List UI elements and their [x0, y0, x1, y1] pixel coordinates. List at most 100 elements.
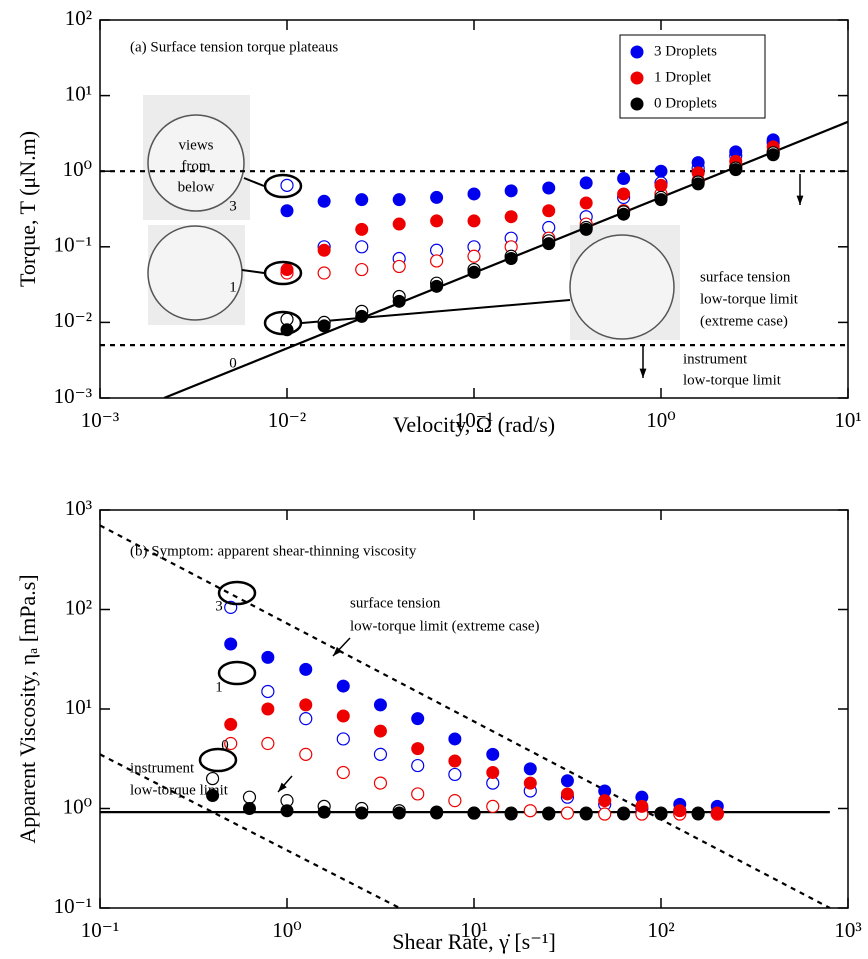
x-tick-label: 10⁻¹	[81, 918, 119, 942]
y-tick-label: 10¹	[65, 81, 92, 105]
open-point	[336, 732, 350, 746]
arrow-head	[278, 782, 287, 792]
point	[654, 807, 668, 821]
point	[224, 637, 238, 651]
annotation: (extreme case)	[700, 313, 788, 329]
point	[654, 164, 668, 178]
annotation: 0	[229, 355, 237, 371]
highlight-ellipse	[217, 660, 257, 686]
y-tick-label: 10⁻³	[54, 384, 92, 408]
point	[542, 181, 556, 195]
point	[392, 294, 406, 308]
point	[654, 178, 668, 192]
legend-label: 0 Droplets	[654, 95, 717, 111]
open-point	[299, 712, 313, 726]
point	[542, 237, 556, 251]
point	[448, 732, 462, 746]
highlight-ellipse	[263, 173, 303, 199]
inset-circle	[569, 234, 675, 340]
open-point	[467, 249, 481, 263]
open-point	[317, 266, 331, 280]
decorations	[143, 95, 680, 340]
point	[392, 217, 406, 231]
open-point	[242, 790, 257, 804]
annotation: surface tension	[700, 269, 791, 285]
pointer	[243, 177, 265, 187]
open-point	[373, 747, 388, 761]
point	[430, 214, 444, 228]
point	[504, 252, 518, 266]
point	[206, 789, 220, 803]
x-axis-label: Velocity, Ω (rad/s)	[393, 412, 555, 437]
point	[467, 265, 481, 279]
point	[392, 806, 406, 820]
point	[299, 662, 313, 676]
point	[691, 156, 705, 170]
open-point	[486, 799, 500, 813]
highlight-ellipse	[198, 747, 238, 773]
point	[729, 163, 743, 177]
inset-circle	[147, 114, 245, 212]
pointer	[241, 269, 265, 274]
point	[373, 724, 387, 738]
y-tick-label: 10⁰	[63, 157, 92, 181]
y-axis-label: Torque, T (μN.m)	[15, 131, 40, 287]
point	[504, 184, 518, 198]
y-tick-label: 10²	[65, 595, 92, 619]
point	[691, 177, 705, 191]
x-tick-label: 10³	[834, 918, 861, 942]
annotation: 1	[215, 679, 223, 695]
x-tick-label: 10¹	[834, 408, 861, 432]
point	[317, 319, 331, 333]
highlight-ellipse	[263, 260, 303, 286]
point	[373, 698, 387, 712]
point	[560, 787, 574, 801]
point	[467, 187, 481, 201]
annotation: low-torque limit (extreme case)	[350, 618, 540, 634]
point	[766, 148, 780, 162]
point	[729, 145, 743, 159]
arrow-head	[333, 646, 342, 656]
reference-line	[100, 753, 401, 908]
plot-frame	[99, 509, 849, 909]
point	[355, 222, 369, 236]
x-tick-label: 10⁻²	[268, 408, 306, 432]
y-tick-label: 10¹	[65, 695, 92, 719]
point	[617, 807, 631, 821]
x-tick-label: 10¹	[460, 918, 487, 942]
point	[504, 210, 518, 224]
point	[430, 806, 444, 820]
point	[579, 222, 593, 236]
point	[280, 263, 294, 277]
point	[542, 204, 556, 218]
open-point	[448, 794, 462, 808]
annotation: low-torque limit	[683, 372, 782, 388]
point	[448, 754, 462, 768]
open-point	[411, 787, 425, 801]
point	[430, 190, 444, 204]
annotation: (b) Symptom: apparent shear-thinning vis…	[130, 543, 417, 559]
point	[355, 309, 369, 323]
y-tick-label: 10⁻¹	[54, 233, 92, 257]
open-point	[373, 776, 388, 790]
point	[280, 204, 294, 218]
annotation: below	[178, 179, 215, 195]
open-point	[261, 684, 275, 699]
legend-marker	[630, 45, 644, 59]
point	[504, 807, 518, 821]
point	[299, 698, 313, 712]
point	[280, 804, 294, 818]
annotation: 3	[229, 198, 237, 214]
point	[242, 802, 256, 815]
legend-marker	[630, 97, 644, 111]
annotation: instrument	[130, 760, 195, 776]
point	[261, 650, 275, 664]
x-tick-label: 10⁻¹	[455, 408, 493, 432]
open-point	[598, 807, 612, 821]
point	[560, 774, 574, 788]
point	[224, 717, 238, 731]
annotation: views	[179, 137, 214, 153]
x-axis-label: Shear Rate, γ̇ [s⁻¹]	[392, 929, 556, 954]
y-axis-label: Apparent Viscosity, ηₐ [mPa.s]	[15, 574, 40, 843]
point	[486, 766, 500, 780]
